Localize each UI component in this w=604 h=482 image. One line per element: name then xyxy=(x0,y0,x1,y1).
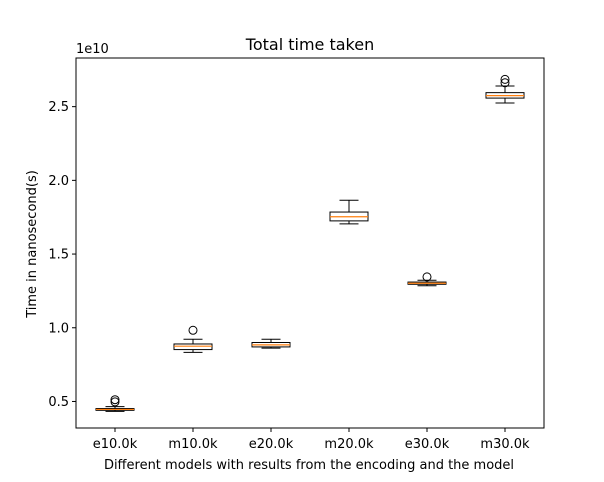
outlier-point xyxy=(422,272,432,282)
y-axis-label: Time in nanosecond(s) xyxy=(25,170,40,319)
outlier-point xyxy=(188,325,198,335)
y-tick-label: 0.5 xyxy=(48,395,69,410)
outlier-point xyxy=(500,74,510,84)
outlier-point xyxy=(500,78,510,88)
x-tick-label: e10.0k xyxy=(93,437,138,452)
axes-frame xyxy=(75,57,545,429)
chart-title: Total time taken xyxy=(245,35,374,54)
y-tick-label: 2.5 xyxy=(48,100,69,115)
x-tick-label: m10.0k xyxy=(168,437,218,452)
y-tick-label: 2.0 xyxy=(48,174,69,189)
y-offset-label: 1e10 xyxy=(76,42,109,57)
x-tick-label: e30.0k xyxy=(405,437,450,452)
x-tick-label: m30.0k xyxy=(480,437,530,452)
outlier-point xyxy=(110,397,120,407)
plot-area: 0.5 1.0 1.5 2.0 2.5 e10.0k m10.0k e20.0k m20.0k e… xyxy=(48,57,545,452)
y-tick-label: 1.0 xyxy=(48,321,69,336)
x-tick-label: e20.0k xyxy=(249,437,294,452)
x-tick-label: m20.0k xyxy=(324,437,374,452)
y-tick-label: 1.5 xyxy=(48,248,69,263)
outlier-point xyxy=(110,395,120,405)
x-axis-label: Different models with results from the e… xyxy=(104,458,514,473)
